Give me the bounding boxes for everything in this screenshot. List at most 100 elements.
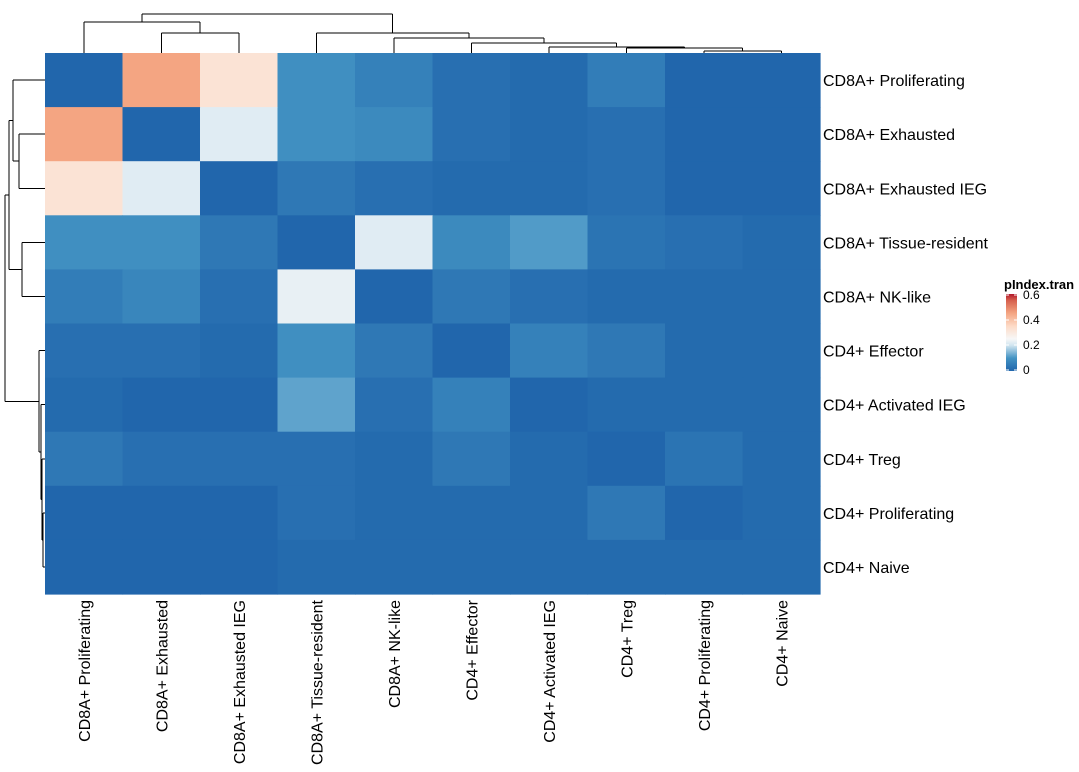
heatmap-cell	[355, 539, 434, 595]
heatmap-cell	[510, 161, 589, 216]
heatmap-cell	[277, 377, 356, 433]
heatmap-cell	[510, 539, 589, 595]
heatmap-cell	[665, 377, 744, 433]
heatmap-cell	[45, 377, 124, 433]
heatmap-cell	[432, 539, 511, 595]
heatmap-cell	[277, 431, 356, 487]
heatmap-cell	[45, 485, 124, 541]
heatmap-cell	[355, 377, 434, 433]
heatmap-cell	[122, 431, 201, 487]
heatmap-cell	[432, 485, 511, 541]
heatmap-cell	[742, 269, 821, 325]
row-label: CD4+ Treg	[823, 452, 901, 469]
heatmap-cell	[355, 215, 434, 270]
heatmap-cell	[665, 269, 744, 325]
column-label: CD8A+ Tissue-resident	[309, 599, 326, 765]
heatmap-cell	[587, 323, 666, 379]
heatmap-cell	[45, 107, 124, 162]
heatmap-cell	[510, 107, 589, 162]
heatmap-cell	[355, 323, 434, 379]
heatmap-cell	[432, 215, 511, 270]
heatmap-cell	[432, 323, 511, 379]
heatmap-cell	[510, 485, 589, 541]
heatmap-cell	[665, 161, 744, 216]
heatmap-cell	[45, 161, 124, 216]
heatmap-cell	[587, 161, 666, 216]
heatmap-cell	[587, 377, 666, 433]
heatmap-cell	[742, 323, 821, 379]
heatmap-cell	[665, 485, 744, 541]
heatmap-cell	[200, 431, 279, 487]
heatmap-cell	[355, 107, 434, 162]
heatmap-cell	[510, 215, 589, 270]
heatmap-cell	[432, 53, 511, 108]
heatmap-cell	[665, 215, 744, 270]
heatmap-cell	[355, 161, 434, 216]
heatmap-cell	[665, 53, 744, 108]
column-dendrogram	[83, 13, 782, 53]
heatmap-cell	[45, 269, 124, 325]
heatmap-cell	[742, 539, 821, 595]
heatmap-cell	[200, 107, 279, 162]
heatmap-cell	[45, 53, 124, 108]
heatmap-cell	[742, 161, 821, 216]
heatmap-cell	[277, 323, 356, 379]
row-label: CD8A+ Exhausted IEG	[823, 181, 987, 198]
column-label: CD4+ Proliferating	[697, 600, 714, 731]
heatmap-cell	[355, 431, 434, 487]
heatmap-cell	[122, 269, 201, 325]
heatmap-cell	[587, 539, 666, 595]
heatmap-cell	[200, 323, 279, 379]
heatmap-cell	[122, 53, 201, 108]
heatmap-cell	[277, 161, 356, 216]
heatmap-cell	[45, 431, 124, 487]
heatmap-cell	[665, 107, 744, 162]
heatmap-cell	[587, 431, 666, 487]
heatmap-cell	[200, 485, 279, 541]
heatmap-cell	[742, 431, 821, 487]
heatmap-cell	[587, 53, 666, 108]
column-label: CD4+ Naive	[774, 600, 791, 687]
heatmap-cell	[432, 431, 511, 487]
heatmap-cell	[200, 215, 279, 270]
heatmap-cell	[277, 53, 356, 108]
row-label: CD8A+ NK-like	[823, 289, 931, 306]
heatmap-cell	[45, 539, 124, 595]
heatmap-cell	[122, 377, 201, 433]
heatmap-cell	[200, 269, 279, 325]
color-legend: pIndex.tran 0 0.2 0.4 0.6	[1004, 277, 1074, 377]
column-label: CD4+ Activated IEG	[542, 600, 559, 743]
column-label: CD8A+ Exhausted IEG	[232, 600, 249, 764]
heatmap-cells	[45, 53, 821, 595]
legend-ticks: 0 0.2 0.4 0.6	[1006, 288, 1040, 377]
heatmap-cell	[742, 377, 821, 433]
heatmap-cell	[122, 215, 201, 270]
heatmap-cell	[587, 485, 666, 541]
heatmap-cell	[277, 539, 356, 595]
legend-tick-label: 0.2	[1023, 338, 1040, 352]
heatmap-cell	[432, 161, 511, 216]
heatmap-cell	[277, 485, 356, 541]
heatmap-cell	[742, 215, 821, 270]
heatmap-cell	[665, 323, 744, 379]
column-label: CD4+ Effector	[464, 599, 481, 700]
heatmap-cell	[355, 485, 434, 541]
heatmap-cell	[277, 107, 356, 162]
heatmap-cell	[200, 377, 279, 433]
legend-tick-label: 0.6	[1023, 288, 1040, 302]
heatmap-cell	[277, 269, 356, 325]
heatmap-cell	[510, 377, 589, 433]
row-label: CD8A+ Proliferating	[823, 73, 965, 90]
legend-title: pIndex.tran	[1004, 277, 1074, 292]
heatmap-cell	[355, 53, 434, 108]
row-label: CD4+ Effector	[823, 344, 924, 361]
legend-tick-label: 0	[1023, 363, 1030, 377]
heatmap-cell	[510, 431, 589, 487]
row-label: CD8A+ Tissue-resident	[823, 235, 989, 252]
heatmap-cell	[742, 53, 821, 108]
heatmap-cell	[122, 323, 201, 379]
heatmap-cell	[432, 377, 511, 433]
heatmap-cell	[742, 485, 821, 541]
heatmap-cell	[200, 539, 279, 595]
column-label: CD4+ Treg	[619, 600, 636, 678]
